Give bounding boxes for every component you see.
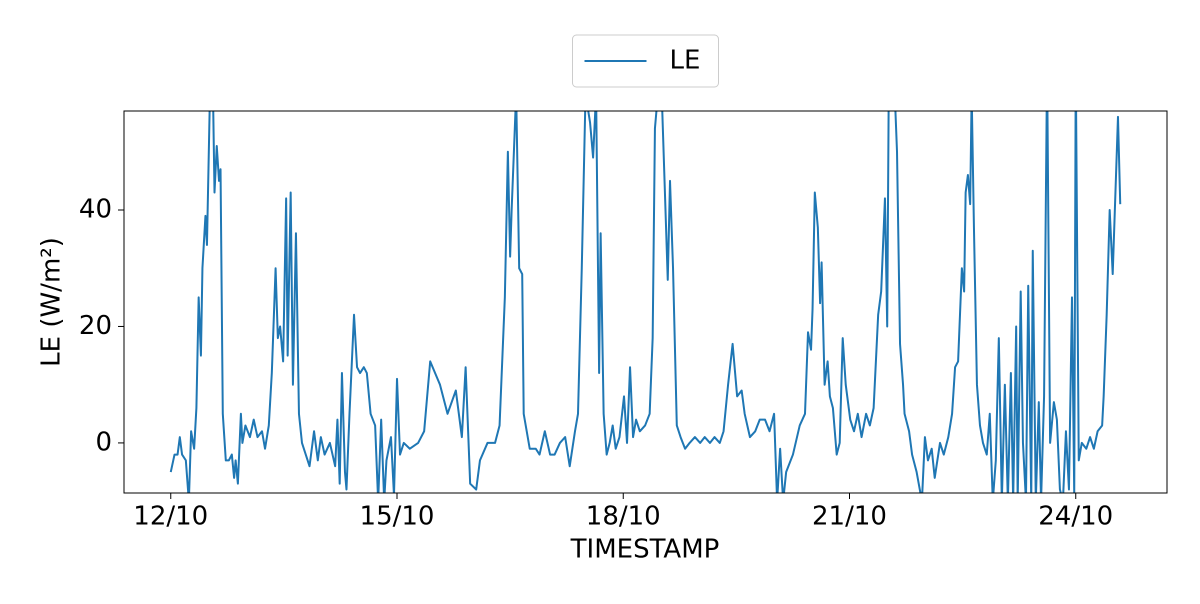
legend-label: LE — [670, 46, 701, 76]
y-tick-label: 20 — [79, 311, 112, 341]
x-tick-label: 24/10 — [1038, 502, 1113, 532]
legend: LE — [572, 34, 719, 88]
x-tick-label: 12/10 — [133, 502, 208, 532]
x-tick-label: 18/10 — [586, 502, 661, 532]
data-line — [169, 111, 1122, 493]
y-axis-label: LE (W/m²) — [37, 237, 67, 367]
x-axis-label: TIMESTAMP — [570, 535, 720, 565]
x-tick-label: 21/10 — [812, 502, 887, 532]
y-tick-label: 40 — [79, 194, 112, 224]
y-tick-label: 0 — [95, 427, 112, 457]
plot-area — [169, 111, 1122, 493]
x-tick-label: 15/10 — [360, 502, 435, 532]
plot-frame — [123, 110, 1168, 494]
